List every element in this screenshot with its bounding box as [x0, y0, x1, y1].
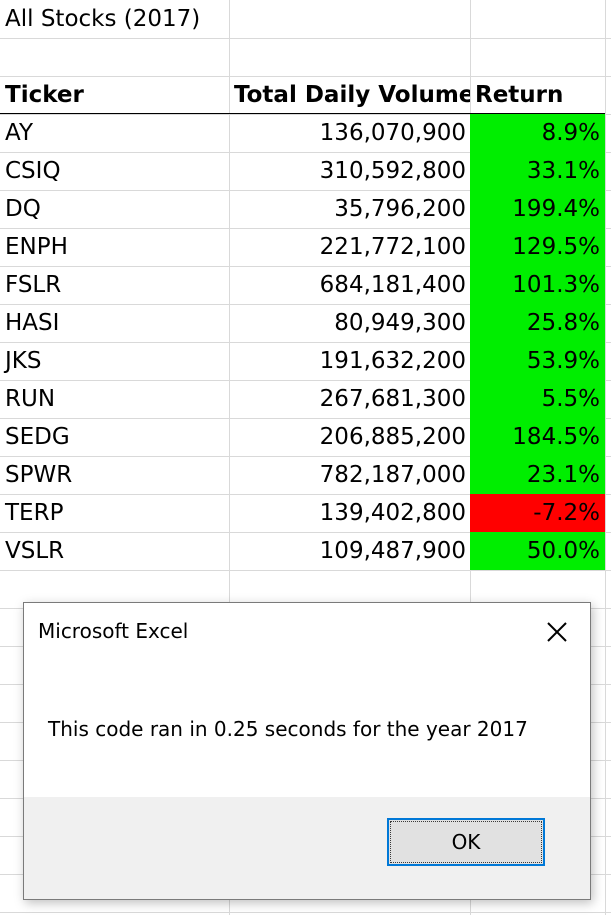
- cell-return[interactable]: 101.3%: [470, 266, 605, 304]
- cell-ticker[interactable]: RUN: [5, 386, 56, 412]
- cell-return[interactable]: 184.5%: [470, 418, 605, 456]
- cell-ticker[interactable]: AY: [5, 120, 33, 146]
- dialog-footer: OK: [24, 797, 590, 899]
- dialog-title: Microsoft Excel: [38, 619, 189, 643]
- cell-ticker[interactable]: JKS: [5, 348, 42, 374]
- cell-volume[interactable]: 35,796,200: [334, 196, 466, 222]
- cell-volume[interactable]: 221,772,100: [319, 234, 466, 260]
- cell-volume[interactable]: 191,632,200: [319, 348, 466, 374]
- cell-return[interactable]: 199.4%: [470, 190, 605, 228]
- cell-volume[interactable]: 139,402,800: [319, 500, 466, 526]
- cell-return[interactable]: 25.8%: [470, 304, 605, 342]
- cell-ticker[interactable]: ENPH: [5, 234, 68, 260]
- cell-ticker[interactable]: CSIQ: [5, 158, 61, 184]
- cell-return[interactable]: 8.9%: [470, 114, 605, 152]
- sheet-title[interactable]: All Stocks (2017): [5, 6, 201, 32]
- cell-ticker[interactable]: VSLR: [5, 538, 65, 564]
- header-volume[interactable]: Total Daily Volume: [234, 82, 470, 108]
- cell-volume[interactable]: 80,949,300: [334, 310, 466, 336]
- cell-ticker[interactable]: SEDG: [5, 424, 70, 450]
- cell-ticker[interactable]: FSLR: [5, 272, 62, 298]
- header-ticker[interactable]: Ticker: [5, 82, 84, 108]
- header-return[interactable]: Return: [475, 82, 564, 108]
- cell-volume[interactable]: 782,187,000: [319, 462, 466, 488]
- cell-return[interactable]: -7.2%: [470, 494, 605, 532]
- cell-return[interactable]: 50.0%: [470, 532, 605, 570]
- cell-ticker[interactable]: TERP: [5, 500, 64, 526]
- cell-return[interactable]: 129.5%: [470, 228, 605, 266]
- cell-volume[interactable]: 136,070,900: [319, 120, 466, 146]
- cell-volume[interactable]: 267,681,300: [319, 386, 466, 412]
- cell-return[interactable]: 53.9%: [470, 342, 605, 380]
- dialog-message: This code ran in 0.25 seconds for the ye…: [48, 717, 528, 741]
- cell-return[interactable]: 23.1%: [470, 456, 605, 494]
- close-icon[interactable]: [544, 619, 570, 645]
- cell-ticker[interactable]: SPWR: [5, 462, 73, 488]
- ok-button[interactable]: OK: [387, 818, 545, 866]
- cell-volume[interactable]: 310,592,800: [319, 158, 466, 184]
- cell-ticker[interactable]: HASI: [5, 310, 60, 336]
- message-dialog: Microsoft Excel This code ran in 0.25 se…: [23, 602, 591, 900]
- cell-volume[interactable]: 206,885,200: [319, 424, 466, 450]
- cell-volume[interactable]: 109,487,900: [319, 538, 466, 564]
- cell-return[interactable]: 33.1%: [470, 152, 605, 190]
- cell-volume[interactable]: 684,181,400: [319, 272, 466, 298]
- cell-return[interactable]: 5.5%: [470, 380, 605, 418]
- cell-ticker[interactable]: DQ: [5, 196, 41, 222]
